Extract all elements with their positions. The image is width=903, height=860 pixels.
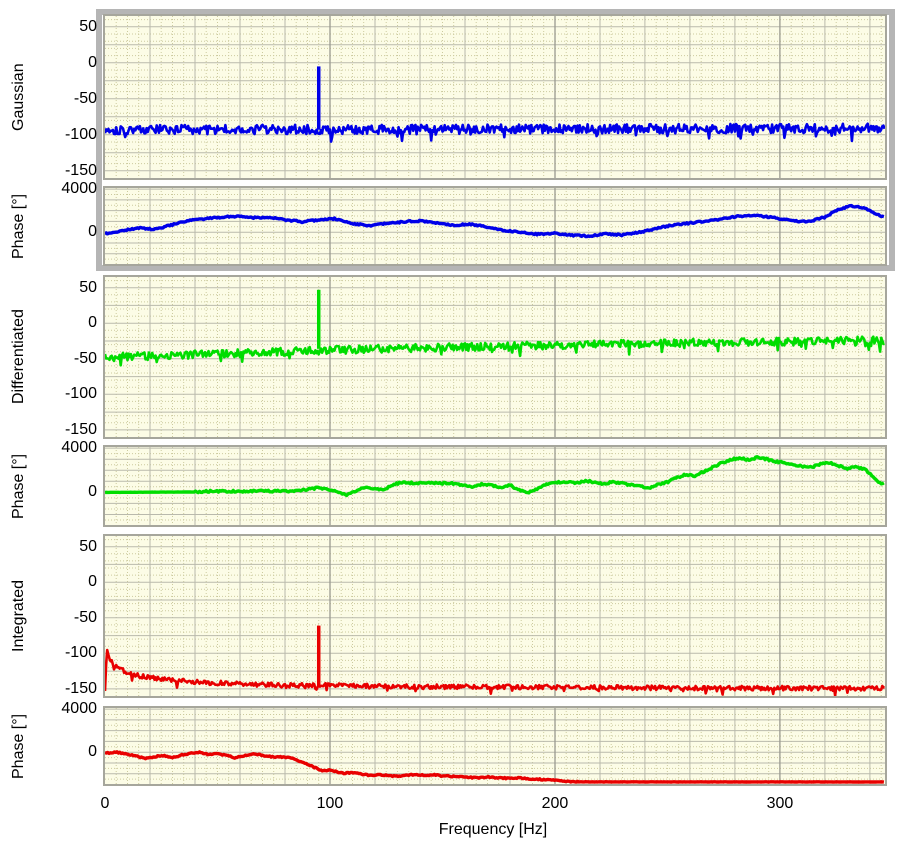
- grid-minor: [105, 16, 885, 178]
- gaussian-phase-plot[interactable]: [103, 186, 887, 266]
- integrated-phase-plot[interactable]: [103, 706, 887, 786]
- integrated-phase-curve: [105, 750, 885, 784]
- differentiated-magnitude-curve: [105, 335, 885, 367]
- gaussian-phase-canvas[interactable]: [105, 188, 885, 264]
- grid-minor: [105, 188, 885, 264]
- y-tick-label: 4000: [61, 700, 97, 718]
- grid-minor: [105, 277, 885, 437]
- integrated-phase-axis-label: Phase [°]: [10, 713, 27, 779]
- x-axis-title: Frequency [Hz]: [438, 821, 548, 838]
- y-tick-label: -150: [64, 161, 97, 179]
- grid-major: [105, 16, 885, 178]
- gaussian-phase-axis-label: Phase [°]: [10, 193, 27, 259]
- differentiated-phase-axis-label: Phase [°]: [10, 453, 27, 519]
- y-tick-label: 4000: [61, 180, 97, 198]
- differentiated-phase-curve: [105, 454, 885, 498]
- y-tick-label: -100: [64, 644, 97, 662]
- integrated-magnitude-canvas[interactable]: [105, 536, 885, 696]
- y-tick-label: 50: [79, 537, 97, 555]
- differentiated-axis-label: Differentiated: [10, 309, 27, 405]
- y-tick-label: 50: [79, 17, 97, 35]
- y-tick-label: 0: [88, 314, 97, 332]
- y-tick-label: -50: [73, 89, 97, 107]
- gaussian-magnitude-curve: [105, 122, 885, 143]
- y-tick-label: -50: [73, 349, 97, 367]
- gaussian-magnitude-canvas[interactable]: [105, 16, 885, 178]
- grid-minor: [105, 536, 885, 696]
- y-tick-label: -150: [64, 420, 97, 438]
- differentiated-magnitude-plot[interactable]: [103, 275, 887, 439]
- gaussian-phase-curve: [105, 203, 885, 239]
- y-tick-label: 4000: [61, 439, 97, 457]
- integrated-axis-label: Integrated: [10, 579, 27, 653]
- grid-major-dark: [329, 16, 781, 178]
- y-tick-label: -100: [64, 385, 97, 403]
- differentiated-magnitude-canvas[interactable]: [105, 277, 885, 437]
- integrated-magnitude-curve: [105, 648, 885, 696]
- grid-major: [105, 536, 885, 696]
- y-tick-label: 0: [88, 573, 97, 591]
- y-tick-label: 0: [88, 483, 97, 501]
- gaussian-axis-label: Gaussian: [10, 63, 27, 131]
- y-tick-label: 0: [88, 53, 97, 71]
- grid-major-dark: [329, 188, 781, 264]
- differentiated-phase-plot[interactable]: [103, 445, 887, 527]
- y-tick-label: 0: [88, 743, 97, 761]
- grid-major: [105, 708, 885, 784]
- gaussian-magnitude-plot[interactable]: [103, 14, 887, 180]
- x-tick-label: 100: [316, 795, 344, 812]
- integrated-phase-canvas[interactable]: [105, 708, 885, 784]
- gaussian-group-frame: [96, 9, 895, 271]
- integrated-magnitude-plot[interactable]: [103, 534, 887, 698]
- grid-major-dark: [329, 277, 781, 437]
- y-tick-label: -100: [64, 125, 97, 143]
- differentiated-phase-canvas[interactable]: [105, 447, 885, 525]
- y-tick-label: -50: [73, 608, 97, 626]
- x-tick-label: 300: [766, 795, 794, 812]
- x-tick-label: 200: [541, 795, 569, 812]
- y-tick-label: -150: [64, 679, 97, 697]
- grid-major-dark: [329, 536, 781, 696]
- y-tick-label: 0: [88, 223, 97, 241]
- x-tick-label: 0: [100, 795, 110, 812]
- y-tick-label: 50: [79, 278, 97, 296]
- grid-major: [105, 188, 885, 264]
